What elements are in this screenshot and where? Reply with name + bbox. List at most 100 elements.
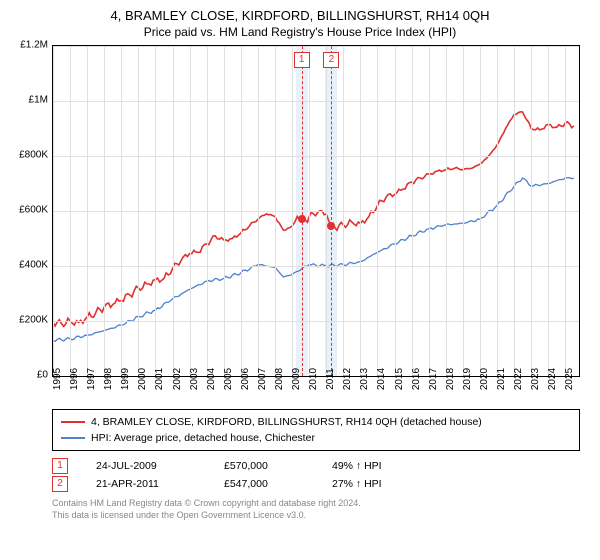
chart-container: 4, BRAMLEY CLOSE, KIRDFORD, BILLINGSHURS… — [0, 0, 600, 560]
gridline-v — [292, 46, 293, 376]
gridline-v — [412, 46, 413, 376]
gridline-v — [463, 46, 464, 376]
x-axis-label: 2014 — [376, 368, 387, 390]
x-axis-label: 2017 — [428, 368, 439, 390]
x-axis-label: 1997 — [86, 368, 97, 390]
x-axis-label: 2015 — [394, 368, 405, 390]
x-axis-label: 2001 — [154, 368, 165, 390]
gridline-v — [190, 46, 191, 376]
y-axis-label: £1.2M — [20, 40, 52, 51]
chart-title: 4, BRAMLEY CLOSE, KIRDFORD, BILLINGSHURS… — [12, 8, 588, 23]
x-axis-label: 2004 — [206, 368, 217, 390]
legend: 4, BRAMLEY CLOSE, KIRDFORD, BILLINGSHURS… — [52, 409, 580, 451]
gridline-v — [70, 46, 71, 376]
x-axis-labels: 1995199619971998199920002001200220032004… — [52, 377, 580, 405]
gridline-h — [53, 211, 579, 212]
gridline-v — [514, 46, 515, 376]
gridline-h — [53, 46, 579, 47]
gridline-v — [548, 46, 549, 376]
x-axis-label: 1998 — [103, 368, 114, 390]
legend-swatch — [61, 421, 85, 423]
event-price: £547,000 — [224, 478, 304, 490]
event-dot — [298, 215, 306, 223]
event-dot — [327, 222, 335, 230]
x-axis-label: 2007 — [257, 368, 268, 390]
x-axis-label: 2009 — [291, 368, 302, 390]
gridline-v — [446, 46, 447, 376]
gridline-v — [326, 46, 327, 376]
gridline-v — [87, 46, 88, 376]
event-badge: 2 — [52, 476, 68, 492]
x-axis-label: 2019 — [462, 368, 473, 390]
footer-line: Contains HM Land Registry data © Crown c… — [52, 497, 580, 509]
legend-item: 4, BRAMLEY CLOSE, KIRDFORD, BILLINGSHURS… — [61, 414, 571, 430]
plot-region: 12 — [52, 45, 580, 377]
chart-subtitle: Price paid vs. HM Land Registry's House … — [12, 25, 588, 39]
x-axis-label: 2003 — [189, 368, 200, 390]
y-axis-label: £800K — [19, 150, 52, 161]
y-axis-label: £200K — [19, 315, 52, 326]
event-date: 21-APR-2011 — [96, 478, 196, 490]
chart-area: 12 1995199619971998199920002001200220032… — [52, 45, 580, 405]
x-axis-label: 2013 — [359, 368, 370, 390]
legend-swatch — [61, 437, 85, 439]
legend-label: 4, BRAMLEY CLOSE, KIRDFORD, BILLINGSHURS… — [91, 414, 482, 430]
events-table: 1 24-JUL-2009 £570,000 49% ↑ HPI 2 21-AP… — [52, 457, 580, 493]
gridline-v — [377, 46, 378, 376]
gridline-v — [121, 46, 122, 376]
y-axis-label: £0 — [37, 370, 52, 381]
event-row: 1 24-JUL-2009 £570,000 49% ↑ HPI — [52, 457, 580, 475]
x-axis-label: 2011 — [325, 368, 336, 390]
y-axis-label: £600K — [19, 205, 52, 216]
gridline-v — [173, 46, 174, 376]
x-axis-label: 2018 — [445, 368, 456, 390]
event-line — [302, 46, 303, 376]
gridline-v — [275, 46, 276, 376]
gridline-h — [53, 156, 579, 157]
x-axis-label: 1996 — [69, 368, 80, 390]
x-axis-label: 2021 — [496, 368, 507, 390]
footer: Contains HM Land Registry data © Crown c… — [52, 497, 580, 521]
x-axis-label: 2023 — [530, 368, 541, 390]
x-axis-label: 2005 — [223, 368, 234, 390]
x-axis-label: 2025 — [564, 368, 575, 390]
event-date: 24-JUL-2009 — [96, 460, 196, 472]
gridline-v — [565, 46, 566, 376]
gridline-v — [241, 46, 242, 376]
x-axis-label: 2020 — [479, 368, 490, 390]
event-hpi: 49% ↑ HPI — [332, 460, 580, 472]
gridline-v — [224, 46, 225, 376]
gridline-v — [497, 46, 498, 376]
event-hpi: 27% ↑ HPI — [332, 478, 580, 490]
gridline-v — [429, 46, 430, 376]
legend-label: HPI: Average price, detached house, Chic… — [91, 430, 315, 446]
gridline-v — [360, 46, 361, 376]
x-axis-label: 2024 — [547, 368, 558, 390]
x-axis-label: 2006 — [240, 368, 251, 390]
gridline-h — [53, 101, 579, 102]
y-axis-label: £400K — [19, 260, 52, 271]
y-axis-label: £1M — [29, 95, 52, 106]
x-axis-label: 2012 — [342, 368, 353, 390]
gridline-v — [104, 46, 105, 376]
gridline-v — [53, 46, 54, 376]
legend-item: HPI: Average price, detached house, Chic… — [61, 430, 571, 446]
x-axis-label: 2016 — [411, 368, 422, 390]
gridline-v — [309, 46, 310, 376]
gridline-v — [395, 46, 396, 376]
x-axis-label: 1999 — [120, 368, 131, 390]
x-axis-label: 2008 — [274, 368, 285, 390]
event-badge-marker: 2 — [323, 52, 339, 68]
x-axis-label: 2010 — [308, 368, 319, 390]
gridline-v — [480, 46, 481, 376]
gridline-v — [343, 46, 344, 376]
gridline-v — [138, 46, 139, 376]
series-line-hpi — [53, 178, 574, 342]
x-axis-label: 2002 — [172, 368, 183, 390]
gridline-v — [258, 46, 259, 376]
series-line-price_paid — [53, 112, 574, 327]
gridline-v — [155, 46, 156, 376]
x-axis-label: 2000 — [137, 368, 148, 390]
gridline-h — [53, 266, 579, 267]
footer-line: This data is licensed under the Open Gov… — [52, 509, 580, 521]
